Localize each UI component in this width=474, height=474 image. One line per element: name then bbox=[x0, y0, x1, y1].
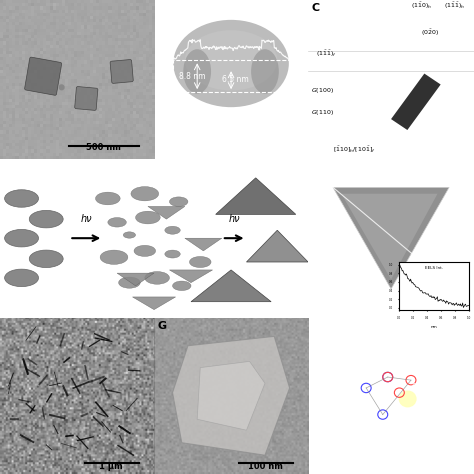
Circle shape bbox=[170, 197, 188, 207]
Text: 11: 11 bbox=[345, 388, 355, 397]
Circle shape bbox=[373, 67, 383, 76]
Text: 100 nm: 100 nm bbox=[247, 462, 283, 471]
Circle shape bbox=[363, 385, 369, 391]
Polygon shape bbox=[341, 194, 438, 280]
Polygon shape bbox=[197, 361, 265, 430]
Text: $(1\bar{1}0)_h$: $(1\bar{1}0)_h$ bbox=[411, 1, 432, 11]
Circle shape bbox=[108, 218, 126, 227]
Circle shape bbox=[380, 412, 386, 418]
Ellipse shape bbox=[251, 49, 279, 94]
Text: B: B bbox=[157, 3, 165, 13]
Text: H: H bbox=[311, 321, 321, 331]
Circle shape bbox=[96, 192, 120, 205]
Circle shape bbox=[418, 412, 424, 418]
Circle shape bbox=[165, 226, 180, 234]
Circle shape bbox=[400, 91, 409, 99]
FancyBboxPatch shape bbox=[75, 87, 98, 110]
Circle shape bbox=[134, 246, 155, 256]
Circle shape bbox=[403, 67, 412, 75]
Circle shape bbox=[136, 211, 160, 224]
Ellipse shape bbox=[183, 49, 211, 94]
Circle shape bbox=[352, 405, 357, 411]
Circle shape bbox=[428, 52, 437, 60]
Text: 500 nm: 500 nm bbox=[86, 144, 121, 153]
Text: G: G bbox=[157, 321, 166, 331]
Text: hν: hν bbox=[81, 214, 92, 224]
FancyBboxPatch shape bbox=[110, 60, 133, 83]
Circle shape bbox=[100, 250, 128, 264]
Polygon shape bbox=[216, 178, 296, 214]
Circle shape bbox=[173, 281, 191, 291]
Circle shape bbox=[396, 390, 402, 395]
Text: 1 μm: 1 μm bbox=[99, 462, 123, 471]
Circle shape bbox=[29, 210, 63, 228]
Circle shape bbox=[5, 190, 38, 207]
Polygon shape bbox=[170, 270, 212, 283]
Circle shape bbox=[420, 94, 428, 102]
Bar bbox=[173, 60, 290, 92]
Text: 50: 50 bbox=[422, 305, 433, 314]
Circle shape bbox=[59, 85, 64, 90]
Text: 8.8 nm: 8.8 nm bbox=[179, 72, 206, 81]
Text: 10: 10 bbox=[376, 423, 386, 431]
Circle shape bbox=[408, 377, 414, 383]
Circle shape bbox=[370, 110, 379, 118]
Ellipse shape bbox=[185, 30, 277, 91]
Text: C: C bbox=[311, 3, 319, 13]
Polygon shape bbox=[185, 238, 222, 251]
FancyBboxPatch shape bbox=[25, 57, 62, 95]
Polygon shape bbox=[117, 273, 154, 286]
Ellipse shape bbox=[173, 20, 289, 107]
Text: 6.5 nm: 6.5 nm bbox=[222, 75, 249, 84]
Circle shape bbox=[165, 250, 180, 258]
Polygon shape bbox=[191, 270, 271, 302]
Circle shape bbox=[145, 272, 170, 284]
Circle shape bbox=[398, 390, 424, 415]
Text: $(1\bar{1}\bar{1})_h$: $(1\bar{1}\bar{1})_h$ bbox=[444, 1, 465, 11]
Text: $(0\bar{2}0)$: $(0\bar{2}0)$ bbox=[421, 28, 439, 38]
Text: $G(100)$: $G(100)$ bbox=[311, 86, 335, 95]
Text: E: E bbox=[311, 162, 319, 172]
Polygon shape bbox=[333, 187, 449, 289]
Circle shape bbox=[29, 250, 63, 267]
Circle shape bbox=[425, 362, 430, 367]
Circle shape bbox=[131, 187, 159, 201]
Circle shape bbox=[379, 88, 387, 96]
Text: 01: 01 bbox=[411, 383, 421, 392]
Text: 100 nm: 100 nm bbox=[247, 146, 283, 155]
Circle shape bbox=[399, 391, 416, 407]
Polygon shape bbox=[246, 230, 308, 262]
Circle shape bbox=[395, 44, 403, 52]
Polygon shape bbox=[173, 337, 290, 455]
Circle shape bbox=[372, 428, 377, 433]
Circle shape bbox=[5, 229, 38, 247]
Circle shape bbox=[346, 67, 354, 75]
Bar bbox=[391, 73, 441, 130]
Circle shape bbox=[355, 365, 361, 371]
Circle shape bbox=[354, 44, 362, 52]
Circle shape bbox=[123, 232, 136, 238]
Circle shape bbox=[385, 374, 391, 380]
Text: $G(110)$: $G(110)$ bbox=[311, 109, 335, 118]
Circle shape bbox=[118, 277, 140, 288]
Text: $(1\bar{1}\bar{1})_f$: $(1\bar{1}\bar{1})_f$ bbox=[317, 48, 337, 59]
Circle shape bbox=[190, 256, 211, 267]
Polygon shape bbox=[132, 297, 175, 310]
Polygon shape bbox=[148, 207, 185, 219]
Text: hν: hν bbox=[228, 214, 240, 224]
Text: $[\bar{1}10]_h/[10\bar{1}]_f$: $[\bar{1}10]_h/[10\bar{1}]_f$ bbox=[333, 144, 376, 154]
Circle shape bbox=[5, 269, 38, 287]
